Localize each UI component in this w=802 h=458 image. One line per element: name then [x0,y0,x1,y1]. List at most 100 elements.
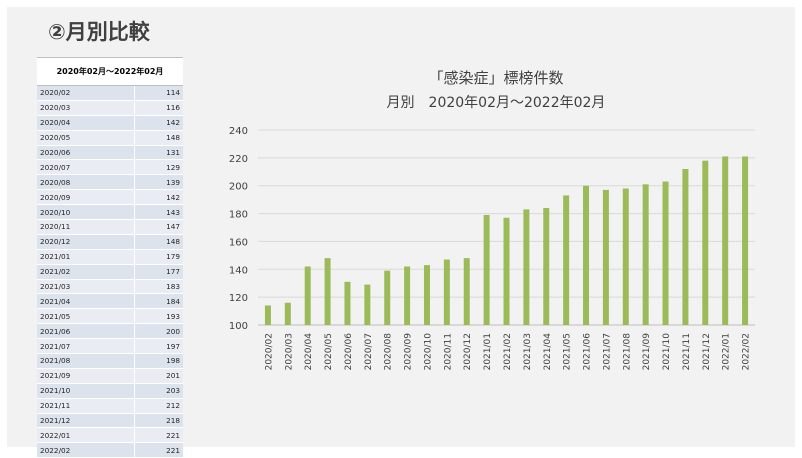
table-row: 2021/06 200 [37,323,183,340]
table-cell-value: 129 [134,159,183,176]
x-tick-label: 2021/06 [583,333,593,371]
table-cell-value: 198 [134,353,183,369]
bar [284,302,291,325]
table-cell-month: 2021/01 [37,249,135,265]
y-tick-label: 120 [229,293,248,304]
bar [662,181,669,325]
bar [602,189,609,325]
table-cell-month: 2021/11 [37,398,135,414]
bar [583,185,590,325]
table-row: 2021/07 197 [37,338,183,355]
table-cell-value: 200 [134,323,183,340]
x-tick-label: 2020/10 [423,333,433,371]
table-cell-month: 2020/09 [37,189,135,206]
y-tick-label: 160 [229,237,248,248]
table-cell-month: 2021/02 [37,264,135,280]
bar [344,281,351,325]
bar [702,160,709,325]
table-cell-month: 2020/08 [37,174,135,191]
y-tick-label: 200 [229,182,248,193]
table-cell-value: 197 [134,338,183,355]
table-cell-month: 2021/12 [37,413,135,429]
table-cell-value: 183 [134,279,183,295]
table-row: 2020/09 142 [37,189,183,206]
table-cell-month: 2020/03 [37,100,135,116]
y-axis-ticks: 100 120 140 160 180 200 220 240 [229,126,248,332]
table-cell-value: 148 [134,130,183,146]
table-cell-month: 2020/02 [37,85,135,101]
table-cell-value: 221 [134,427,183,444]
table-row: 2020/04 142 [37,115,183,131]
section-heading: ②月別比較 [48,20,150,44]
bar [443,259,450,325]
bar [722,156,729,325]
table-cell-month: 2021/09 [37,368,135,384]
bar [523,209,530,325]
x-tick-label: 2022/01 [722,333,732,370]
table-cell-value: 148 [134,234,183,250]
y-tick-label: 100 [229,321,248,332]
table-row: 2020/08 139 [37,174,183,191]
table-cell-value: 139 [134,174,183,191]
y-tick-label: 240 [229,126,248,137]
bar [642,184,649,325]
bar [404,266,411,325]
x-tick-label: 2021/09 [642,333,652,371]
table-row: 2021/05 193 [37,308,183,325]
table-cell-month: 2021/06 [37,323,135,340]
bar [264,305,271,325]
x-tick-label: 2021/11 [682,333,692,370]
bar [423,265,430,325]
y-tick-label: 220 [229,154,248,165]
y-tick-label: 140 [229,265,248,276]
table-row: 2021/08 198 [37,353,183,369]
monthly-data-table: 2020年02月～2022年02月 2020/02 114 2020/03 116 20… [37,57,183,458]
table-cell-month: 2021/07 [37,338,135,355]
x-tick-label: 2020/03 [284,333,294,370]
table-cell-value: 179 [134,249,183,265]
table-row: 2020/06 131 [37,145,183,161]
x-axis-ticks: 2020/02 2020/03 2020/04 2020/05 2020/06 2020/… [264,333,751,371]
table-row: 2021/11 212 [37,398,183,414]
y-tick-label: 180 [229,210,248,221]
table-row: 2021/03 183 [37,279,183,295]
table-cell-value: 114 [134,85,183,101]
chart-bars [264,156,749,325]
table-row: 2021/02 177 [37,264,183,280]
table-cell-value: 131 [134,145,183,161]
table-cell-value: 147 [134,219,183,235]
table-row: 2020/03 116 [37,100,183,116]
bar [503,217,510,325]
chart-subtitle: 月別 2020年02月～2022年02月 [387,95,606,111]
x-tick-label: 2020/08 [384,333,394,371]
x-tick-label: 2021/12 [702,333,712,370]
x-tick-label: 2020/11 [443,333,453,370]
x-tick-label: 2020/09 [404,333,414,371]
table-cell-value: 212 [134,398,183,414]
x-tick-label: 2021/04 [543,333,553,371]
table-header-row: 2020年02月～2022年02月 [37,57,183,86]
table-row: 2021/09 201 [37,368,183,384]
table-row: 2020/07 129 [37,159,183,176]
x-tick-label: 2020/07 [364,333,374,370]
x-tick-label: 2021/07 [602,333,612,370]
table-cell-month: 2022/01 [37,427,135,444]
table-cell-month: 2020/07 [37,159,135,176]
table-row: 2020/10 143 [37,204,183,221]
table-cell-month: 2021/08 [37,353,135,369]
table-cell-month: 2020/10 [37,204,135,221]
bar [682,169,689,325]
bar [742,156,749,325]
table-cell-month: 2020/05 [37,130,135,146]
table-cell-month: 2020/06 [37,145,135,161]
table-cell-value: 184 [134,293,183,310]
bar [364,284,371,325]
table-cell-value: 201 [134,368,183,384]
table-row: 2021/10 203 [37,383,183,399]
bar [563,195,570,325]
bar [622,188,629,325]
table-row: 2020/11 147 [37,219,183,235]
x-tick-label: 2021/02 [503,333,513,370]
x-tick-label: 2020/05 [324,333,334,370]
table-cell-value: 143 [134,204,183,221]
